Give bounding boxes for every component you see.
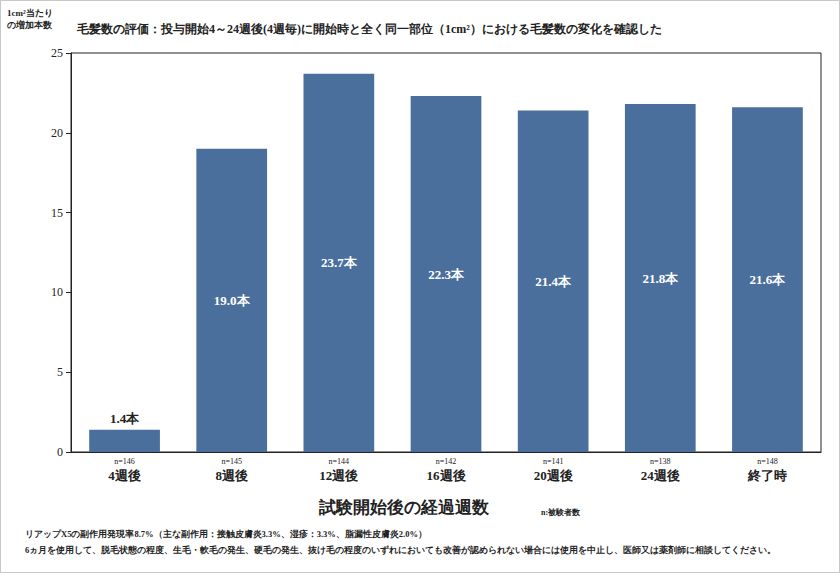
svg-text:24週後: 24週後 bbox=[641, 468, 680, 483]
svg-text:の増加本数: の増加本数 bbox=[7, 19, 53, 30]
svg-text:12週後: 12週後 bbox=[319, 468, 358, 483]
svg-text:n=142: n=142 bbox=[436, 457, 457, 466]
svg-text:0: 0 bbox=[57, 445, 63, 459]
svg-text:8週後: 8週後 bbox=[215, 468, 248, 483]
svg-text:25: 25 bbox=[51, 46, 63, 60]
svg-text:n:被験者数: n:被験者数 bbox=[541, 508, 581, 517]
svg-text:試験開始後の経過週数: 試験開始後の経過週数 bbox=[318, 498, 490, 517]
svg-text:1cm²当たり: 1cm²当たり bbox=[7, 8, 53, 18]
svg-text:10: 10 bbox=[51, 285, 63, 299]
svg-text:16週後: 16週後 bbox=[427, 468, 466, 483]
svg-text:リアップX5の副作用発現率8.7%（主な副作用：接触皮膚炎3: リアップX5の副作用発現率8.7%（主な副作用：接触皮膚炎3.3%、湿疹：3.3… bbox=[25, 529, 427, 539]
svg-text:n=146: n=146 bbox=[114, 457, 135, 466]
svg-text:n=148: n=148 bbox=[757, 457, 778, 466]
svg-text:6ヵ月を使用して、脱毛状態の程度、生毛・軟毛の発生、硬毛の発: 6ヵ月を使用して、脱毛状態の程度、生毛・軟毛の発生、硬毛の発生、抜け毛の程度のい… bbox=[25, 545, 776, 556]
svg-text:20週後: 20週後 bbox=[534, 468, 573, 483]
svg-text:n=145: n=145 bbox=[221, 457, 242, 466]
svg-text:21.8本: 21.8本 bbox=[642, 271, 679, 286]
svg-text:n=138: n=138 bbox=[650, 457, 671, 466]
svg-text:終了時: 終了時 bbox=[747, 468, 787, 483]
svg-text:23.7本: 23.7本 bbox=[321, 255, 358, 270]
svg-text:21.6本: 21.6本 bbox=[750, 272, 787, 287]
svg-text:21.4本: 21.4本 bbox=[535, 274, 572, 289]
svg-text:19.0本: 19.0本 bbox=[214, 293, 251, 308]
svg-text:4週後: 4週後 bbox=[108, 468, 141, 483]
svg-text:20: 20 bbox=[51, 126, 63, 140]
svg-text:n=144: n=144 bbox=[329, 457, 350, 466]
svg-text:毛髪数の評価：投与開始4～24週後(4週毎)に開始時と全く同: 毛髪数の評価：投与開始4～24週後(4週毎)に開始時と全く同一部位（1cm²）に… bbox=[76, 22, 662, 36]
svg-text:15: 15 bbox=[51, 206, 63, 220]
svg-text:n=141: n=141 bbox=[543, 457, 564, 466]
svg-text:1.4本: 1.4本 bbox=[110, 411, 140, 426]
svg-text:5: 5 bbox=[57, 365, 63, 379]
svg-text:22.3本: 22.3本 bbox=[428, 267, 465, 282]
